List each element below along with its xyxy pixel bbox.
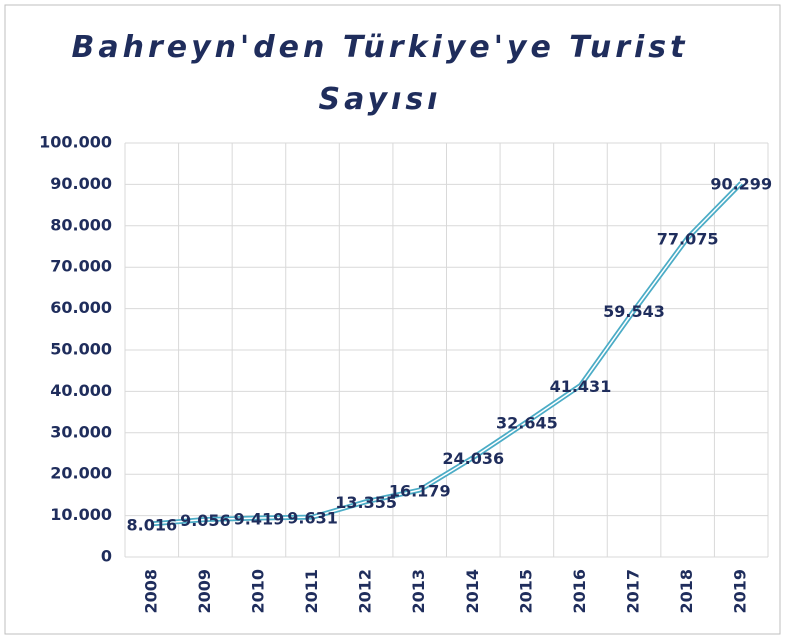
y-tick-label: 20.000 xyxy=(50,464,112,483)
data-label: 90.299 xyxy=(710,175,772,194)
y-tick-label: 50.000 xyxy=(50,340,112,359)
x-tick-label: 2012 xyxy=(356,569,375,614)
y-tick-label: 70.000 xyxy=(50,257,112,276)
data-label: 32.645 xyxy=(496,413,558,432)
data-label: 24.036 xyxy=(442,449,504,468)
y-tick-label: 90.000 xyxy=(50,174,112,193)
x-tick-label: 2014 xyxy=(463,569,482,614)
data-label: 8.016 xyxy=(126,515,177,534)
y-tick-label: 0 xyxy=(101,547,112,566)
data-label: 16.179 xyxy=(389,482,451,501)
y-tick-label: 80.000 xyxy=(50,215,112,234)
x-tick-label: 2017 xyxy=(624,569,643,614)
data-label: 77.075 xyxy=(657,229,719,248)
data-label: 9.419 xyxy=(234,510,285,529)
data-label: 13.355 xyxy=(335,493,397,512)
data-label: 41.431 xyxy=(550,377,612,396)
data-label: 9.056 xyxy=(180,511,231,530)
x-tick-label: 2016 xyxy=(570,569,589,614)
y-tick-label: 10.000 xyxy=(50,505,112,524)
y-tick-label: 40.000 xyxy=(50,381,112,400)
line-inner xyxy=(151,182,742,525)
x-tick-label: 2019 xyxy=(731,569,750,614)
x-tick-label: 2008 xyxy=(141,569,160,614)
chart-border xyxy=(4,4,781,635)
x-tick-label: 2009 xyxy=(195,569,214,614)
x-tick-label: 2010 xyxy=(248,569,267,614)
data-label: 59.543 xyxy=(603,302,665,321)
x-tick-label: 2011 xyxy=(302,569,321,614)
x-tick-label: 2018 xyxy=(677,569,696,614)
data-label: 9.631 xyxy=(287,509,338,528)
x-tick-label: 2013 xyxy=(409,569,428,614)
y-tick-label: 30.000 xyxy=(50,422,112,441)
y-tick-label: 100.000 xyxy=(39,133,112,152)
chart-title: Bahreyn'den Türkiye'ye Turist Sayısı xyxy=(71,30,689,117)
y-tick-label: 60.000 xyxy=(50,298,112,317)
x-tick-label: 2015 xyxy=(516,569,535,614)
